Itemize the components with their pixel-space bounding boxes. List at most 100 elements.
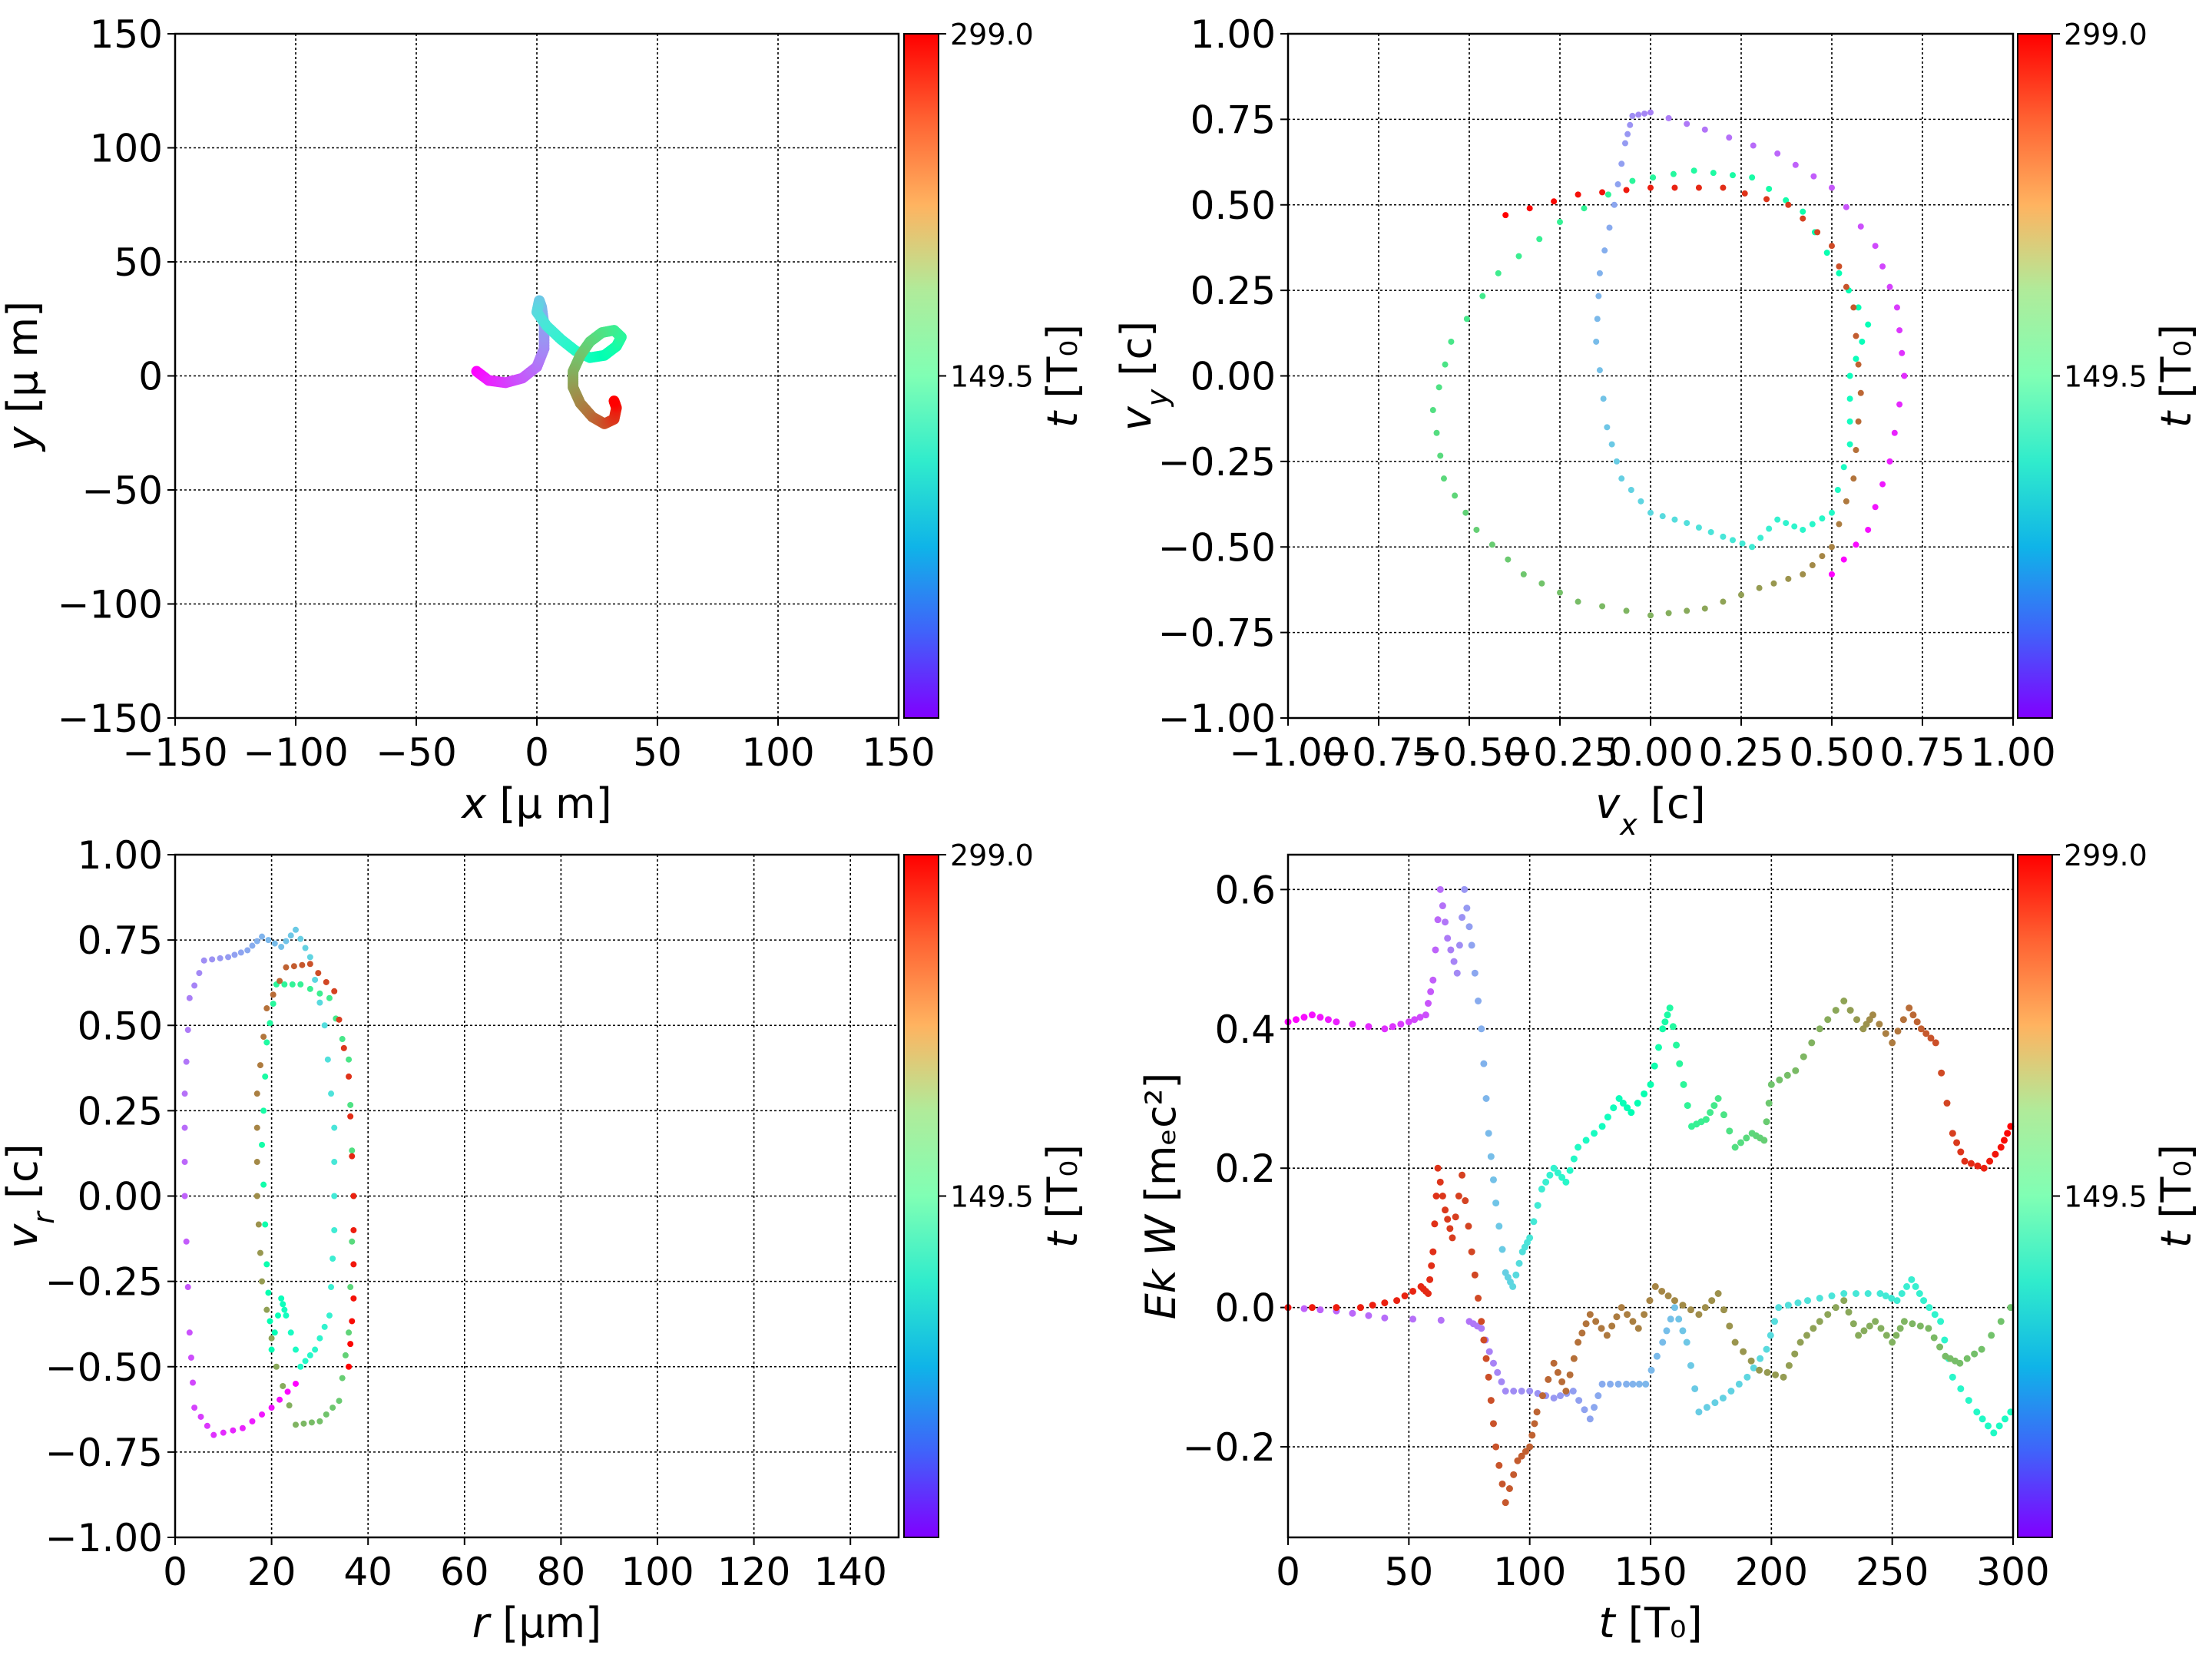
x-tick-label: 0 — [1276, 1550, 1300, 1594]
plot-frame — [174, 32, 900, 720]
data-point — [1647, 612, 1654, 619]
data-point-Ek — [1447, 946, 1455, 954]
data-point — [257, 1062, 263, 1069]
data-point-Ek — [1824, 1016, 1832, 1024]
data-point-Ek — [1676, 1060, 1684, 1067]
data-point — [350, 1261, 357, 1268]
y-tick-label: −1.00 — [45, 1516, 163, 1560]
data-point-W1 — [1864, 1290, 1872, 1297]
data-point — [278, 944, 285, 951]
data-point — [1757, 534, 1764, 541]
x-axis-label-var: r — [472, 1599, 492, 1647]
data-point-W1 — [1973, 1408, 1981, 1416]
data-point — [1599, 189, 1606, 196]
data-point-W1 — [1703, 1404, 1710, 1411]
data-point — [1855, 361, 1862, 368]
panel-trajectory: −150 −100 −50 0 50 100 150 −150 −100 −50 0 50 100 150… — [0, 12, 1087, 828]
data-point-W2 — [1896, 1325, 1904, 1332]
x-tick-label: 60 — [440, 1550, 489, 1594]
data-point-W1 — [1510, 1388, 1518, 1395]
data-point-W2 — [1956, 1359, 1964, 1367]
data-point — [1859, 338, 1866, 345]
data-point-W2 — [1429, 1248, 1437, 1256]
data-point — [329, 1255, 336, 1262]
data-point-W2 — [1796, 1338, 1804, 1346]
data-point-W2 — [1936, 1343, 1944, 1351]
data-point — [340, 1044, 347, 1051]
data-point — [316, 1418, 323, 1424]
data-point — [281, 981, 288, 988]
plot-frame — [174, 853, 900, 1539]
data-point — [346, 1073, 353, 1080]
data-point-W2 — [1598, 1325, 1605, 1332]
data-point-W1 — [1893, 1297, 1901, 1305]
data-point-Ek — [1765, 1100, 1773, 1107]
data-point-W2 — [1498, 1480, 1506, 1487]
data-point-W2 — [1629, 1318, 1637, 1325]
data-point-Ek — [1726, 1127, 1734, 1135]
data-point — [239, 1424, 246, 1431]
data-point-Ek — [1661, 1018, 1669, 1026]
data-point — [263, 1306, 270, 1313]
data-point-Ek — [1628, 1109, 1635, 1117]
data-point-W1 — [1937, 1318, 1945, 1325]
data-point-W2 — [1436, 1178, 1444, 1186]
data-point — [1899, 349, 1906, 356]
data-point — [1650, 174, 1657, 181]
data-point — [331, 988, 338, 994]
data-point-W2 — [1930, 1334, 1938, 1342]
panel-velocity: −1.00−0.75−0.50−0.250.00 0.25 0.50 0.75 1.00… — [1112, 12, 2200, 842]
data-point — [308, 1419, 315, 1426]
plot-frame — [1286, 853, 2015, 1539]
colorbar-label-var: t — [1038, 410, 1087, 428]
data-point — [253, 1124, 260, 1131]
data-point — [265, 937, 272, 944]
data-point-Ek — [1980, 1164, 1988, 1172]
data-point-W2 — [1740, 1348, 1747, 1355]
data-point-W1 — [1912, 1282, 1919, 1290]
data-point-Ek — [1932, 1039, 1939, 1047]
data-point — [1843, 283, 1849, 290]
data-point — [1814, 229, 1821, 236]
y-tick-label: 0.75 — [78, 918, 163, 963]
data-point — [270, 991, 276, 998]
data-point-Ek — [1425, 1000, 1432, 1008]
data-point — [217, 955, 224, 961]
data-point-W2 — [1489, 1420, 1497, 1428]
data-point — [260, 1181, 267, 1188]
data-point-W1 — [1594, 1392, 1602, 1400]
data-point — [1463, 316, 1470, 323]
data-point — [1684, 607, 1690, 614]
data-point-W1 — [1888, 1295, 1896, 1302]
data-point-W1 — [1916, 1290, 1923, 1297]
data-point — [1872, 504, 1879, 511]
data-point-W1 — [1965, 1397, 1972, 1405]
data-point-W2 — [1485, 1373, 1492, 1381]
y-tick-label: −50 — [81, 468, 163, 513]
x-tick-label: 150 — [1614, 1550, 1687, 1594]
data-point — [312, 1346, 319, 1353]
data-point-W2 — [1892, 1332, 1900, 1339]
data-point — [257, 1249, 263, 1256]
data-point-W2 — [1701, 1304, 1709, 1312]
data-point — [1836, 521, 1843, 528]
data-point-W2 — [1369, 1302, 1376, 1309]
data-point-Ek — [1534, 1202, 1541, 1209]
data-point — [323, 978, 329, 985]
data-point — [253, 938, 260, 945]
data-point-W2 — [1308, 1304, 1316, 1312]
data-point — [1720, 533, 1727, 540]
x-tick-label: −1.00 — [1229, 730, 1346, 775]
data-point — [1749, 544, 1756, 551]
data-point-W1 — [1635, 1380, 1643, 1388]
y-tick-label: 0.4 — [1214, 1008, 1276, 1052]
data-point-W2 — [1471, 1271, 1479, 1279]
data-point-W1 — [1784, 1302, 1792, 1309]
data-point-W2 — [1664, 1292, 1672, 1300]
data-point — [339, 1036, 346, 1043]
colorbar-label-unit: [T₀] — [1038, 1144, 1087, 1232]
data-point-Ek — [1538, 1185, 1545, 1193]
y-axis-label-var: Ek W — [1137, 1213, 1185, 1320]
data-point-Ek — [1846, 1007, 1854, 1014]
data-point — [1440, 475, 1447, 482]
